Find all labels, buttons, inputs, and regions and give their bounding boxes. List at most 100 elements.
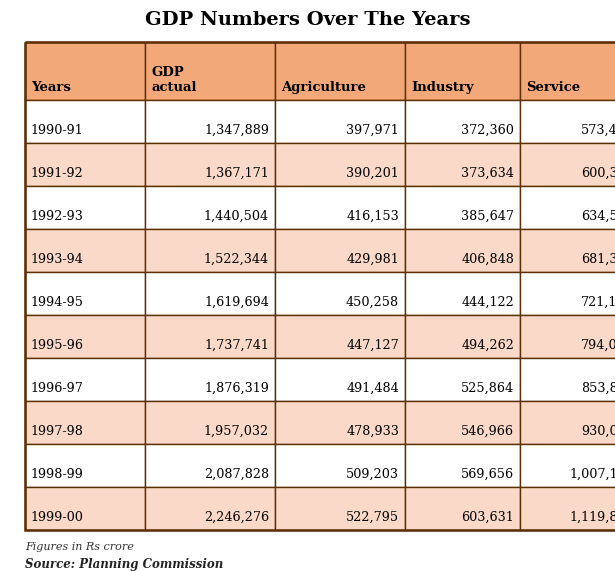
Bar — [405, 358, 520, 401]
Text: 416,153: 416,153 — [346, 210, 399, 223]
Bar — [275, 100, 405, 143]
Text: 1996-97: 1996-97 — [31, 382, 84, 395]
Bar — [520, 444, 615, 487]
Bar — [520, 186, 615, 229]
Text: 1,876,319: 1,876,319 — [204, 382, 269, 395]
Bar — [275, 358, 405, 401]
Bar — [520, 42, 615, 100]
Text: 1,347,889: 1,347,889 — [204, 124, 269, 137]
Bar — [520, 401, 615, 444]
Text: GDP Numbers Over The Years: GDP Numbers Over The Years — [145, 11, 470, 29]
Text: Years: Years — [31, 81, 71, 94]
Bar — [520, 487, 615, 530]
Bar — [405, 315, 520, 358]
Text: 634,549: 634,549 — [581, 210, 615, 223]
Bar — [25, 143, 145, 186]
Text: 509,203: 509,203 — [346, 468, 399, 481]
Text: 1,367,171: 1,367,171 — [204, 167, 269, 180]
Text: 681,351: 681,351 — [581, 253, 615, 266]
Text: 1991-92: 1991-92 — [31, 167, 84, 180]
Text: 1,737,741: 1,737,741 — [204, 339, 269, 352]
Bar — [520, 315, 615, 358]
Text: Agriculture: Agriculture — [281, 81, 366, 94]
Text: 491,484: 491,484 — [346, 382, 399, 395]
Bar — [145, 100, 275, 143]
Text: 573,465: 573,465 — [581, 124, 615, 137]
Bar — [145, 143, 275, 186]
Bar — [275, 444, 405, 487]
Text: 373,634: 373,634 — [461, 167, 514, 180]
Text: GDP
actual: GDP actual — [151, 66, 197, 94]
Bar — [405, 401, 520, 444]
Bar — [25, 401, 145, 444]
Text: 1,522,344: 1,522,344 — [204, 253, 269, 266]
Bar — [145, 186, 275, 229]
Text: Figures in Rs crore: Figures in Rs crore — [25, 542, 134, 552]
Bar — [405, 100, 520, 143]
Bar — [275, 186, 405, 229]
Bar — [405, 272, 520, 315]
Bar — [405, 186, 520, 229]
Text: 1993-94: 1993-94 — [31, 253, 84, 266]
Bar — [275, 42, 405, 100]
Bar — [275, 401, 405, 444]
Text: 2,087,828: 2,087,828 — [204, 468, 269, 481]
Text: 853,843: 853,843 — [581, 382, 615, 395]
Bar — [405, 229, 520, 272]
Text: 1995-96: 1995-96 — [31, 339, 84, 352]
Bar — [405, 444, 520, 487]
Text: 2,246,276: 2,246,276 — [204, 511, 269, 524]
Text: 721,140: 721,140 — [581, 296, 615, 309]
Text: Service: Service — [526, 81, 580, 94]
Bar — [25, 315, 145, 358]
Bar — [145, 444, 275, 487]
Text: 372,360: 372,360 — [461, 124, 514, 137]
Bar — [520, 100, 615, 143]
Text: 1994-95: 1994-95 — [31, 296, 84, 309]
Text: 794,041: 794,041 — [581, 339, 615, 352]
Bar — [25, 186, 145, 229]
Bar — [145, 42, 275, 100]
Text: 444,122: 444,122 — [461, 296, 514, 309]
Text: 930,089: 930,089 — [581, 425, 615, 438]
Bar — [25, 42, 145, 100]
Bar — [25, 100, 145, 143]
Text: 1999-00: 1999-00 — [31, 511, 84, 524]
Bar — [275, 229, 405, 272]
Bar — [520, 229, 615, 272]
Bar — [520, 143, 615, 186]
Text: 546,966: 546,966 — [461, 425, 514, 438]
Text: 447,127: 447,127 — [346, 339, 399, 352]
Text: 1,619,694: 1,619,694 — [204, 296, 269, 309]
Text: 385,647: 385,647 — [461, 210, 514, 223]
Bar — [25, 487, 145, 530]
Bar — [145, 272, 275, 315]
Text: Source: Planning Commission: Source: Planning Commission — [25, 558, 223, 571]
Bar — [275, 272, 405, 315]
Bar — [145, 229, 275, 272]
Bar — [25, 272, 145, 315]
Bar — [275, 487, 405, 530]
Bar — [145, 487, 275, 530]
Bar — [145, 401, 275, 444]
Text: 1,440,504: 1,440,504 — [204, 210, 269, 223]
Bar — [405, 143, 520, 186]
Text: 522,795: 522,795 — [346, 511, 399, 524]
Text: 478,933: 478,933 — [346, 425, 399, 438]
Text: 569,656: 569,656 — [461, 468, 514, 481]
Bar — [405, 487, 520, 530]
Text: 1992-93: 1992-93 — [31, 210, 84, 223]
Bar — [25, 444, 145, 487]
Text: Industry: Industry — [411, 81, 474, 94]
Text: 1997-98: 1997-98 — [31, 425, 84, 438]
Text: 494,262: 494,262 — [461, 339, 514, 352]
Text: 397,971: 397,971 — [346, 124, 399, 137]
Bar — [275, 315, 405, 358]
Bar — [145, 358, 275, 401]
Text: 1,119,850: 1,119,850 — [569, 511, 615, 524]
Bar — [25, 42, 615, 530]
Text: 406,848: 406,848 — [461, 253, 514, 266]
Text: 429,981: 429,981 — [346, 253, 399, 266]
Text: 450,258: 450,258 — [346, 296, 399, 309]
Text: 1,957,032: 1,957,032 — [204, 425, 269, 438]
